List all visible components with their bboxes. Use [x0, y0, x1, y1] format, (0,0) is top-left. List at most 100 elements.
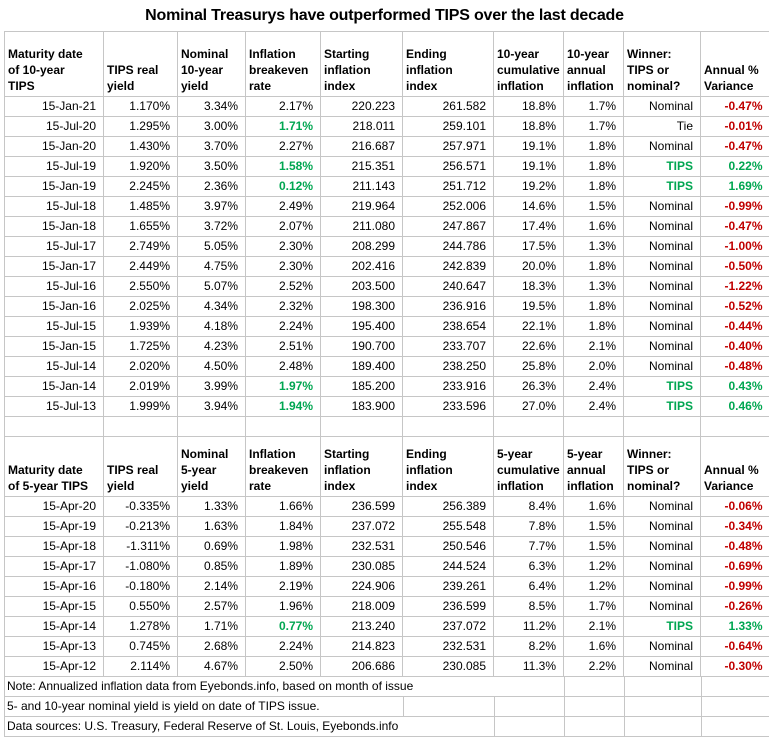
- gridline: [624, 697, 625, 716]
- cell-maturity-date: 15-Apr-13: [4, 636, 104, 657]
- cell-ending-index: 240.647: [402, 276, 494, 297]
- footnote-row: Data sources: U.S. Treasury, Federal Res…: [4, 717, 769, 737]
- cell-variance: -0.40%: [700, 336, 769, 357]
- cell-tips-real-yield: 1.999%: [103, 396, 178, 417]
- cell-inflation-breakeven: 1.97%: [245, 376, 321, 397]
- cell-annual-inflation: 1.6%: [563, 636, 624, 657]
- cell-ending-index: 238.250: [402, 356, 494, 377]
- cell-cumulative-inflation: 18.3%: [493, 276, 564, 297]
- cell-nominal-yield: 4.18%: [177, 316, 246, 337]
- col-header-inflation-breakeven: Inflation breakeven rate: [245, 436, 321, 497]
- table-row: 15-Apr-15 0.550% 2.57% 1.96% 218.009 236.599 8…: [4, 596, 769, 617]
- cell-maturity-date: 15-Jul-19: [4, 156, 104, 177]
- cell-inflation-breakeven: 2.24%: [245, 316, 321, 337]
- cell-ending-index: 236.916: [402, 296, 494, 317]
- cell-tips-real-yield: 2.114%: [103, 656, 178, 677]
- table-row: 15-Apr-20 -0.335% 1.33% 1.66% 236.599 256.389…: [4, 496, 769, 517]
- cell-starting-index: 236.599: [320, 496, 403, 517]
- cell-inflation-breakeven: 1.66%: [245, 496, 321, 517]
- cell-variance: -0.50%: [700, 256, 769, 277]
- cell-annual-inflation: 1.6%: [563, 216, 624, 237]
- cell-ending-index: 236.599: [402, 596, 494, 617]
- cell-variance: -0.34%: [700, 516, 769, 537]
- cell-inflation-breakeven: 2.52%: [245, 276, 321, 297]
- cell-ending-index: 238.654: [402, 316, 494, 337]
- cell-variance: -0.06%: [700, 496, 769, 517]
- cell-starting-index: 189.400: [320, 356, 403, 377]
- gridline: [564, 677, 565, 696]
- cell-starting-index: 211.143: [320, 176, 403, 197]
- cell-maturity-date: 15-Apr-18: [4, 536, 104, 557]
- cell-nominal-yield: 2.36%: [177, 176, 246, 197]
- cell-nominal-yield: 2.57%: [177, 596, 246, 617]
- table-row: 15-Jul-19 1.920% 3.50% 1.58% 215.351 256.571 1…: [4, 156, 769, 177]
- table-row: 15-Apr-17 -1.080% 0.85% 1.89% 230.085 244.524…: [4, 556, 769, 577]
- cell-winner: Nominal: [623, 656, 701, 677]
- table-row: 15-Apr-13 0.745% 2.68% 2.24% 214.823 232.531 8…: [4, 636, 769, 657]
- cell-nominal-yield: 3.72%: [177, 216, 246, 237]
- cell-starting-index: 208.299: [320, 236, 403, 257]
- cell-ending-index: 233.916: [402, 376, 494, 397]
- tips-comparison-table: Maturity date of 10-year TIPS TIPS real y…: [4, 31, 769, 677]
- cell-variance: -0.48%: [700, 356, 769, 377]
- cell-nominal-yield: 4.50%: [177, 356, 246, 377]
- footnotes: Note: Annualized inflation data from Eye…: [4, 677, 769, 737]
- cell-annual-inflation: 1.8%: [563, 176, 624, 197]
- cell-maturity-date: 15-Jul-20: [4, 116, 104, 137]
- cell-inflation-breakeven: 0.12%: [245, 176, 321, 197]
- cell-annual-inflation: 1.5%: [563, 196, 624, 217]
- gridline: [701, 697, 702, 716]
- spacer-cell: [402, 416, 494, 437]
- cell-variance: -0.64%: [700, 636, 769, 657]
- cell-tips-real-yield: -1.311%: [103, 536, 178, 557]
- cell-ending-index: 256.571: [402, 156, 494, 177]
- cell-inflation-breakeven: 2.17%: [245, 96, 321, 117]
- cell-maturity-date: 15-Apr-19: [4, 516, 104, 537]
- cell-starting-index: 237.072: [320, 516, 403, 537]
- col-header-variance: Annual % Variance: [700, 31, 769, 97]
- table-row: 15-Jul-17 2.749% 5.05% 2.30% 208.299 244.786 1…: [4, 236, 769, 257]
- cell-variance: -0.52%: [700, 296, 769, 317]
- cell-cumulative-inflation: 18.8%: [493, 96, 564, 117]
- cell-maturity-date: 15-Jan-21: [4, 96, 104, 117]
- cell-tips-real-yield: 2.025%: [103, 296, 178, 317]
- cell-nominal-yield: 2.68%: [177, 636, 246, 657]
- cell-inflation-breakeven: 1.89%: [245, 556, 321, 577]
- cell-annual-inflation: 2.4%: [563, 396, 624, 417]
- cell-nominal-yield: 1.71%: [177, 616, 246, 637]
- cell-inflation-breakeven: 1.96%: [245, 596, 321, 617]
- cell-cumulative-inflation: 19.5%: [493, 296, 564, 317]
- footnote-row: 5- and 10-year nominal yield is yield on…: [4, 697, 769, 717]
- cell-winner: Nominal: [623, 136, 701, 157]
- gridline: [624, 717, 625, 736]
- cell-maturity-date: 15-Jan-14: [4, 376, 104, 397]
- cell-annual-inflation: 2.0%: [563, 356, 624, 377]
- cell-inflation-breakeven: 2.24%: [245, 636, 321, 657]
- cell-winner: Nominal: [623, 356, 701, 377]
- cell-nominal-yield: 3.70%: [177, 136, 246, 157]
- gridline: [701, 677, 702, 696]
- cell-annual-inflation: 1.8%: [563, 136, 624, 157]
- cell-maturity-date: 15-Jan-16: [4, 296, 104, 317]
- cell-cumulative-inflation: 8.5%: [493, 596, 564, 617]
- cell-maturity-date: 15-Apr-17: [4, 556, 104, 577]
- cell-ending-index: 256.389: [402, 496, 494, 517]
- cell-maturity-date: 15-Jan-17: [4, 256, 104, 277]
- cell-annual-inflation: 2.1%: [563, 336, 624, 357]
- cell-ending-index: 244.786: [402, 236, 494, 257]
- cell-tips-real-yield: 1.295%: [103, 116, 178, 137]
- cell-annual-inflation: 1.2%: [563, 556, 624, 577]
- cell-ending-index: 233.707: [402, 336, 494, 357]
- cell-winner: TIPS: [623, 376, 701, 397]
- cell-tips-real-yield: 2.245%: [103, 176, 178, 197]
- cell-starting-index: 211.080: [320, 216, 403, 237]
- cell-annual-inflation: 1.3%: [563, 276, 624, 297]
- cell-starting-index: 203.500: [320, 276, 403, 297]
- cell-cumulative-inflation: 19.2%: [493, 176, 564, 197]
- cell-tips-real-yield: 0.745%: [103, 636, 178, 657]
- table-row: 15-Jul-18 1.485% 3.97% 2.49% 219.964 252.006 1…: [4, 196, 769, 217]
- cell-winner: Nominal: [623, 556, 701, 577]
- col-header-cumulative-inflation: 5-year cumulative inflation: [493, 436, 564, 497]
- table-row: 15-Jan-15 1.725% 4.23% 2.51% 190.700 233.707 2…: [4, 336, 769, 357]
